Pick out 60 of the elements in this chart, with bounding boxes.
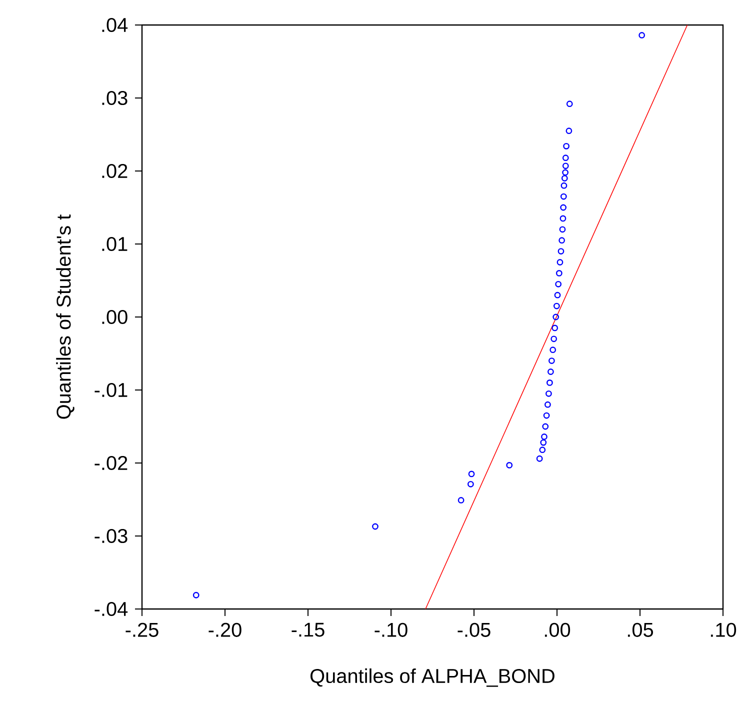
point	[552, 324, 558, 332]
point	[550, 346, 556, 354]
point	[566, 100, 573, 108]
point	[562, 169, 568, 176]
x-tick-label: -.10	[374, 622, 408, 637]
point	[458, 497, 464, 504]
point	[540, 439, 547, 446]
x-tick-label: -.05	[458, 622, 490, 637]
point	[548, 358, 555, 364]
point	[558, 248, 564, 254]
point	[560, 215, 566, 222]
point	[555, 280, 562, 288]
x-tick-label: -.25	[126, 622, 158, 637]
point	[506, 462, 513, 468]
point	[542, 423, 549, 430]
point	[556, 259, 564, 266]
point	[546, 380, 553, 386]
point	[563, 142, 570, 150]
y-tick-label: -.03	[94, 528, 128, 544]
point	[550, 336, 558, 342]
point	[372, 523, 378, 530]
point	[543, 412, 550, 419]
point	[553, 302, 560, 310]
point	[560, 182, 568, 189]
point	[536, 455, 543, 462]
point	[560, 204, 567, 211]
x-tick-label: .10	[710, 622, 736, 637]
point	[547, 368, 554, 375]
point	[559, 226, 566, 233]
point	[468, 470, 475, 478]
x-tick-label: .00	[544, 622, 570, 637]
point	[566, 128, 572, 134]
y-tick-label: .03	[102, 90, 128, 106]
y-tick-label: .02	[102, 164, 128, 178]
point	[539, 446, 546, 454]
point	[562, 154, 569, 162]
y-tick-label: -.02	[94, 456, 128, 470]
point	[544, 401, 551, 408]
point	[546, 390, 552, 397]
x-tick-label: -.15	[292, 622, 324, 637]
y-tick-label: .01	[102, 236, 128, 252]
point	[467, 480, 474, 488]
point	[558, 237, 566, 244]
point	[552, 314, 560, 320]
y-tick-label: .00	[102, 310, 128, 324]
point	[192, 592, 200, 598]
point	[556, 270, 562, 276]
y-tick-label: .04	[102, 18, 128, 32]
point	[561, 175, 568, 182]
x-axis-title: Quantiles of ALPHA_BOND	[310, 668, 554, 687]
point	[541, 434, 548, 440]
point	[560, 193, 567, 200]
y-axis-title: Quantiles of Student's t	[56, 214, 74, 419]
y-tick-label: -.01	[94, 382, 128, 398]
x-tick-label: -.20	[208, 622, 242, 637]
point	[554, 292, 561, 298]
point	[638, 32, 646, 38]
y-tick-label: -.04	[94, 602, 128, 616]
x-tick-label: .05	[628, 622, 654, 637]
point	[562, 162, 569, 170]
